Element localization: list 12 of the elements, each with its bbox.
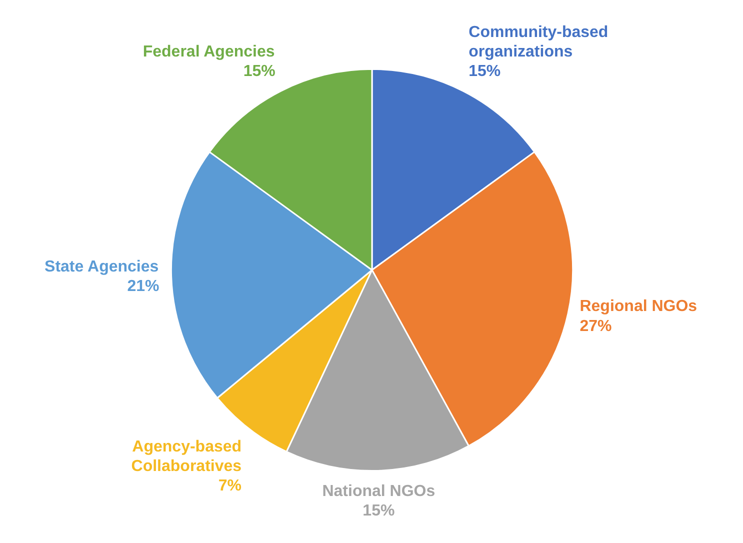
- slice-label: State Agencies: [44, 258, 159, 276]
- data-label: 15%: [362, 502, 395, 520]
- slice-label: Community-based organizations: [468, 24, 608, 60]
- data-label: 15%: [468, 63, 501, 80]
- data-label: 27%: [580, 318, 612, 335]
- slice-label: Agency-based Collaboratives: [131, 438, 242, 475]
- data-label: 7%: [218, 478, 242, 495]
- data-label: 21%: [127, 278, 160, 295]
- slice-label: Regional NGOs: [580, 298, 698, 316]
- slice-label: National NGOs: [322, 483, 436, 500]
- slice-label: Federal Agencies: [142, 43, 275, 60]
- data-label: 15%: [243, 63, 276, 80]
